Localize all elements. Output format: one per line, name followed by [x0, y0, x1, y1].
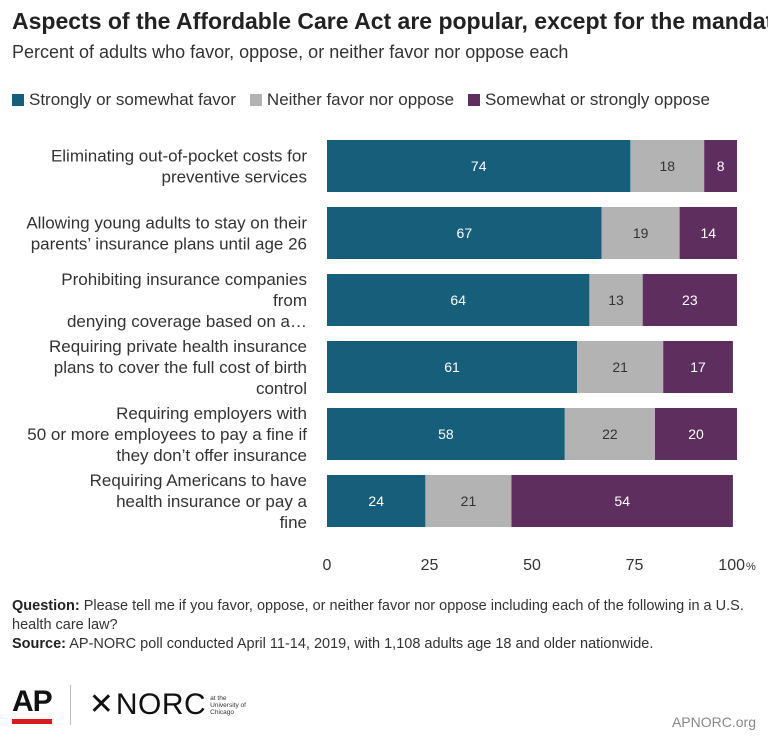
norc-sub-line: University of	[210, 701, 246, 709]
data-label: 22	[602, 426, 618, 442]
bar-segment	[564, 408, 655, 460]
category-label: 50 or more employees to pay a fine if	[27, 425, 307, 444]
data-label: 64	[450, 292, 466, 308]
logo-divider	[69, 685, 71, 725]
category-label: Requiring employers with	[116, 404, 307, 423]
x-tick-label: 75	[626, 557, 644, 574]
bar-segment	[511, 475, 733, 527]
data-label: 67	[457, 225, 473, 241]
bar-segment	[327, 140, 631, 192]
x-tick-label: 50	[523, 557, 541, 574]
category-label: control	[256, 379, 307, 398]
chart-subtitle: Percent of adults who favor, oppose, or …	[12, 42, 569, 62]
data-label: 21	[461, 493, 477, 509]
legend-label-oppose: Somewhat or strongly oppose	[485, 90, 710, 109]
bar-segment	[589, 274, 643, 326]
bar-segment	[327, 475, 426, 527]
ap-logo: AP	[12, 686, 53, 724]
data-label: 24	[368, 493, 384, 509]
bar-segment	[663, 341, 733, 393]
bar-segment	[704, 140, 737, 192]
legend-item-neither: Neither favor nor oppose	[249, 90, 455, 110]
legend-item-oppose: Somewhat or strongly oppose	[468, 90, 710, 110]
data-label: 23	[682, 292, 698, 308]
question-label: Question:	[12, 598, 80, 614]
bar-segment	[577, 341, 664, 393]
site-url: APNORC.org	[671, 714, 756, 730]
category-label: Prohibiting insurance companies	[61, 270, 307, 289]
data-label: 8	[717, 158, 725, 174]
legend-swatch-neither	[249, 94, 262, 106]
data-label: 21	[612, 359, 628, 375]
legend-item-favor: Strongly or somewhat favor	[12, 90, 236, 110]
bar-segment	[655, 408, 737, 460]
category-label: health insurance or pay a	[116, 492, 307, 511]
data-label: 17	[690, 359, 706, 375]
bar-segment	[425, 475, 512, 527]
data-label: 14	[701, 225, 717, 241]
category-label: denying coverage based on a…	[67, 312, 307, 331]
source-note: Source: AP-NORC poll conducted April 11-…	[12, 635, 757, 654]
category-label: Eliminating out-of-pocket costs for	[51, 147, 307, 166]
x-unit-label: %	[746, 561, 756, 573]
category-label: Requiring Americans to have	[90, 471, 307, 490]
bar-segment	[327, 207, 602, 259]
data-label: 54	[614, 493, 630, 509]
data-label: 19	[633, 225, 649, 241]
question-text: Please tell me if you favor, oppose, or …	[12, 598, 744, 633]
category-label: Requiring private health insurance	[49, 337, 307, 356]
logo-bar: AP ✕ NORC at the University of Chicago	[12, 683, 246, 727]
norc-subtitle: at the University of Chicago	[210, 695, 246, 716]
x-tick-label: 0	[323, 557, 332, 574]
data-label: 20	[688, 426, 704, 442]
source-label: Source:	[12, 636, 66, 652]
x-tick-label: 100	[718, 557, 745, 574]
legend: Strongly or somewhat favor Neither favor…	[12, 90, 724, 110]
norc-star-icon: ✕	[88, 688, 114, 721]
footer-notes: Question: Please tell me if you favor, o…	[12, 597, 757, 654]
norc-wordmark: NORC	[115, 688, 207, 721]
data-label: 13	[608, 292, 624, 308]
legend-swatch-favor	[12, 94, 24, 106]
data-label: 18	[660, 158, 676, 174]
x-tick-label: 25	[421, 557, 439, 574]
question-note: Question: Please tell me if you favor, o…	[12, 597, 757, 635]
category-label: Allowing young adults to stay on their	[26, 214, 307, 233]
bar-segment	[630, 140, 705, 192]
bar-segment	[642, 274, 737, 326]
category-label: they don’t offer insurance	[116, 446, 307, 465]
category-label: plans to cover the full cost of birth	[54, 358, 307, 377]
legend-label-neither: Neither favor nor oppose	[266, 90, 455, 109]
bar-segment	[327, 408, 565, 460]
category-label: fine	[280, 513, 307, 532]
bar-segment	[601, 207, 680, 259]
legend-swatch-oppose	[468, 94, 481, 106]
norc-logo: ✕ NORC at the University of Chicago	[89, 690, 246, 720]
stacked-bar-chart: 74 18 8 Eliminating out-of-pocket costs for…	[26, 140, 756, 574]
data-label: 74	[471, 158, 487, 174]
category-label: parents’ insurance plans until age 26	[31, 235, 307, 254]
category-label: from	[273, 291, 307, 310]
norc-sub-line: Chicago	[210, 708, 235, 716]
chart-title: Aspects of the Affordable Care Act are p…	[12, 8, 768, 34]
bar-segment	[327, 341, 578, 393]
source-text: AP-NORC poll conducted April 11-14, 2019…	[69, 636, 654, 652]
bar-segment	[327, 274, 590, 326]
norc-sub-line: at the	[210, 694, 227, 702]
data-label: 58	[438, 426, 454, 442]
legend-label-favor: Strongly or somewhat favor	[29, 90, 236, 109]
category-label: preventive services	[161, 168, 307, 187]
bar-segment	[679, 207, 737, 259]
data-label: 61	[444, 359, 460, 375]
